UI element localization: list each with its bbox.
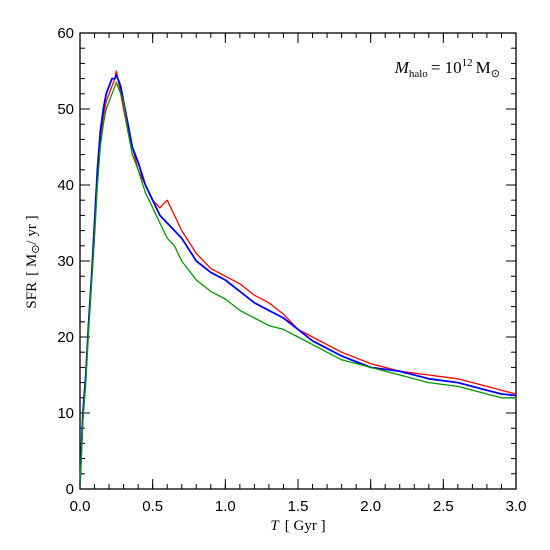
- series-line-3: [79, 81, 516, 486]
- x-tick-label: 3.0: [506, 498, 527, 515]
- halo-mass-annotation: Mhalo = 1012 M⊙: [394, 57, 500, 80]
- plot-frame: [79, 32, 517, 490]
- x-axis-label: T[ Gyr ]: [270, 518, 325, 534]
- x-tick-label: 0.0: [70, 498, 91, 515]
- y-axis-label: SFR[ M⊙/ yr ]: [24, 215, 42, 308]
- x-tick-label: 1.0: [215, 498, 236, 515]
- x-tick-label: 2.5: [433, 498, 454, 515]
- series-line-1: [79, 70, 517, 486]
- y-tick-label: 0: [66, 481, 74, 498]
- tick-labels: 0.0 0.5 1.0 1.5 2.0 2.5 3.0 0 10 20 30 40 50 60: [57, 25, 526, 515]
- series-lines: [79, 70, 517, 486]
- plot-border: [79, 32, 517, 490]
- x-tick-label: 2.0: [360, 498, 381, 515]
- series-line-2: [79, 73, 517, 486]
- y-tick-label: 20: [57, 329, 74, 346]
- y-tick-label: 60: [57, 25, 74, 42]
- y-tick-label: 40: [57, 177, 74, 194]
- x-tick-label: 0.5: [142, 498, 163, 515]
- x-tick-label: 1.5: [288, 498, 309, 515]
- y-tick-label: 10: [57, 405, 74, 422]
- y-tick-label: 30: [57, 253, 74, 270]
- y-tick-label: 50: [57, 101, 74, 118]
- axis-ticks: [79, 32, 517, 490]
